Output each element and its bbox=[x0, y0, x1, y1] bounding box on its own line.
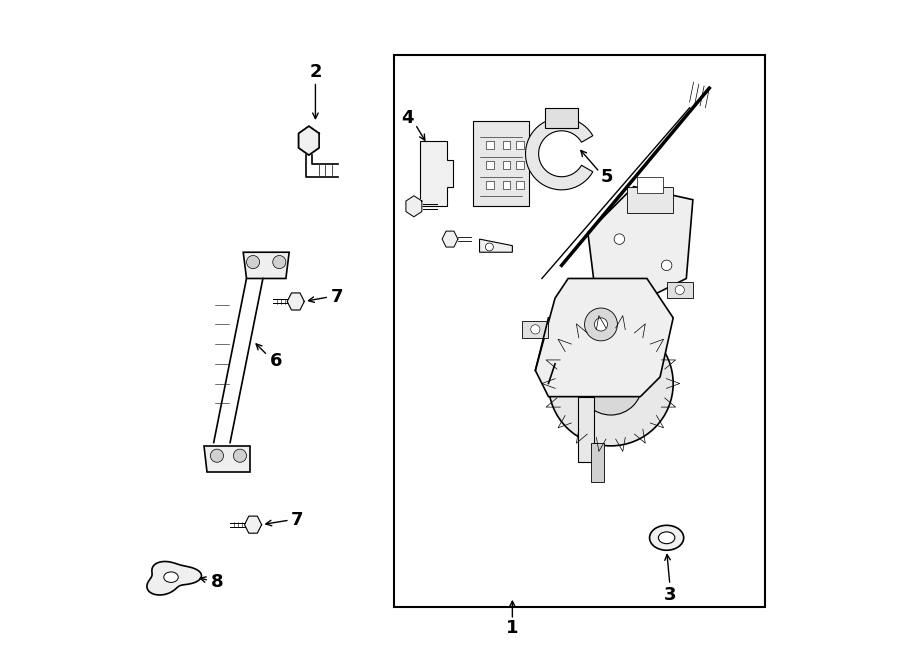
Polygon shape bbox=[420, 140, 454, 207]
Polygon shape bbox=[406, 196, 422, 216]
Text: 7: 7 bbox=[330, 288, 343, 306]
Text: 6: 6 bbox=[269, 352, 282, 369]
Text: 3: 3 bbox=[663, 586, 676, 604]
Bar bbox=[502, 141, 510, 149]
Text: 2: 2 bbox=[310, 63, 321, 81]
Bar bbox=[667, 282, 693, 298]
Bar bbox=[545, 108, 578, 128]
Bar bbox=[516, 141, 524, 149]
Polygon shape bbox=[526, 118, 593, 190]
Text: 1: 1 bbox=[506, 619, 518, 637]
Ellipse shape bbox=[164, 572, 178, 583]
Polygon shape bbox=[243, 252, 289, 279]
Polygon shape bbox=[480, 239, 512, 252]
Polygon shape bbox=[203, 446, 250, 472]
Circle shape bbox=[580, 352, 643, 415]
Text: 4: 4 bbox=[401, 109, 414, 126]
Polygon shape bbox=[147, 561, 202, 595]
Bar bbox=[516, 161, 524, 169]
Bar bbox=[627, 187, 673, 213]
Circle shape bbox=[614, 234, 625, 244]
Circle shape bbox=[211, 449, 223, 462]
Circle shape bbox=[585, 308, 617, 341]
Ellipse shape bbox=[650, 526, 684, 550]
Ellipse shape bbox=[659, 532, 675, 544]
Polygon shape bbox=[588, 187, 693, 298]
Text: 7: 7 bbox=[291, 511, 303, 529]
Circle shape bbox=[233, 449, 247, 462]
Text: 8: 8 bbox=[211, 573, 223, 591]
Circle shape bbox=[485, 243, 493, 251]
Text: 5: 5 bbox=[601, 167, 614, 186]
Bar bbox=[486, 181, 494, 189]
Circle shape bbox=[531, 325, 540, 334]
Bar bbox=[591, 443, 604, 482]
Circle shape bbox=[662, 260, 672, 271]
Circle shape bbox=[273, 256, 286, 269]
Polygon shape bbox=[287, 293, 304, 310]
Circle shape bbox=[599, 371, 623, 395]
Bar bbox=[473, 121, 529, 207]
Circle shape bbox=[548, 321, 673, 446]
Bar bbox=[486, 141, 494, 149]
Bar bbox=[578, 397, 594, 462]
Circle shape bbox=[675, 285, 684, 295]
Bar bbox=[502, 181, 510, 189]
Bar bbox=[522, 321, 548, 338]
Polygon shape bbox=[536, 279, 673, 397]
Bar bbox=[394, 56, 765, 606]
Circle shape bbox=[247, 256, 259, 269]
Polygon shape bbox=[442, 231, 458, 247]
Bar bbox=[516, 181, 524, 189]
Bar bbox=[637, 177, 663, 193]
Circle shape bbox=[594, 318, 608, 331]
Polygon shape bbox=[245, 516, 262, 533]
Bar bbox=[502, 161, 510, 169]
Polygon shape bbox=[299, 126, 320, 155]
Bar bbox=[486, 161, 494, 169]
